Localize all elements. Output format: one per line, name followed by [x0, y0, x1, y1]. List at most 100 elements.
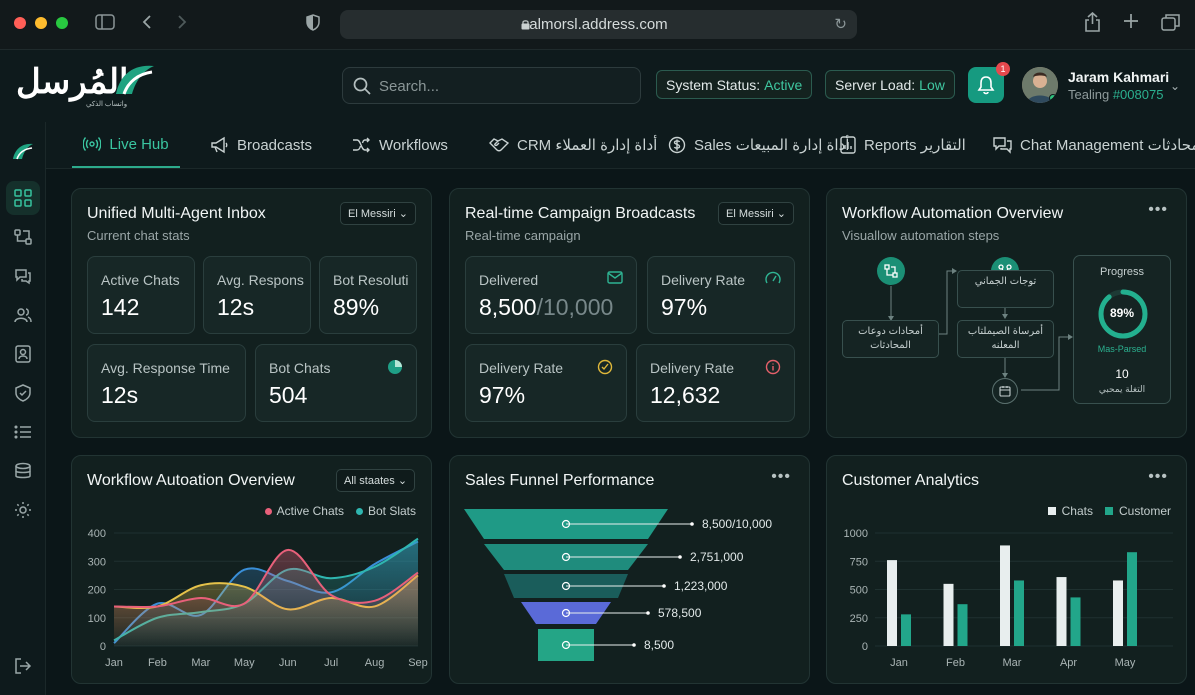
stat-value: 12s	[217, 294, 255, 320]
sidebar-item-profile[interactable]	[6, 337, 40, 371]
workflow-schedule-node[interactable]	[992, 378, 1018, 404]
workflow-step-messages[interactable]: أمرساة الصيملتاب المعلنه	[957, 320, 1054, 358]
brand-logo[interactable]: المُرسل واتساب الذكي	[16, 58, 161, 116]
workflow-step-routing[interactable]: توجات الجماني	[957, 270, 1054, 308]
sidebar-item-lists[interactable]	[6, 415, 40, 449]
stat-label: Avg. Response Time	[101, 360, 230, 376]
stat-value: 97%	[479, 382, 526, 408]
tab-live-hub[interactable]: Live Hub	[72, 122, 180, 168]
legend-label: Chats	[1061, 504, 1093, 518]
x-tick-label: May	[234, 657, 255, 669]
stat-label: Bot Resoluti	[333, 272, 409, 288]
progress-value: 89%	[1109, 306, 1135, 320]
tab-broadcasts[interactable]: Broadcasts	[210, 122, 312, 168]
funnel-marker	[561, 552, 571, 562]
funnel-marker	[561, 581, 571, 591]
states-dropdown[interactable]: All staates ⌄	[336, 469, 416, 492]
user-menu-chevron-icon[interactable]: ⌄	[1170, 79, 1181, 93]
tab-reports[interactable]: Reports التقارير	[840, 122, 966, 168]
bar[interactable]	[957, 604, 968, 646]
stat-bot-resolution: Bot Resoluti 89%	[319, 256, 417, 334]
new-tab-icon[interactable]	[1123, 13, 1139, 35]
forward-icon[interactable]	[176, 14, 188, 36]
legend-item-chats: Chats	[1047, 504, 1093, 518]
tab-label: CRM أداة إدارة العملاء	[517, 137, 658, 154]
bar[interactable]	[1113, 580, 1123, 646]
tab-workflows[interactable]: Workflows	[352, 122, 448, 168]
bar[interactable]	[901, 614, 911, 646]
live-icon	[83, 137, 102, 151]
server-load-label: Server Load:	[835, 77, 916, 93]
more-options-icon[interactable]: •••	[1148, 201, 1168, 218]
reload-icon[interactable]: ↻	[834, 16, 847, 33]
funnel-label: 578,500	[658, 606, 702, 620]
stat-value: 504	[269, 382, 308, 408]
funnel-marker	[561, 608, 571, 618]
notifications-button[interactable]: 1	[968, 62, 1010, 103]
sidebar-item-chats[interactable]	[6, 259, 40, 293]
tab-label: Chat Management المحادثات	[1020, 137, 1195, 154]
area-chart: 0 100 200 300 400 Jan Feb Mar May Jun Jul Aug Sep	[88, 528, 428, 669]
workflow-chart-card: Workflow Autoation Overview All staates …	[71, 455, 432, 684]
notification-badge: 1	[996, 62, 1010, 76]
sidebar-item-settings[interactable]	[6, 493, 40, 527]
share-icon[interactable]	[1084, 11, 1101, 38]
address-bar[interactable]: almorsl.address.com ↻	[340, 10, 857, 39]
sidebar-logo[interactable]	[6, 134, 40, 168]
sidebar-item-dashboard[interactable]	[6, 181, 40, 215]
more-options-icon[interactable]: •••	[1148, 468, 1168, 485]
sidebar-item-contacts[interactable]	[6, 298, 40, 332]
minimize-window-button[interactable]	[35, 17, 47, 29]
bar[interactable]	[1070, 597, 1081, 646]
tab-overview-icon[interactable]	[1161, 13, 1181, 37]
sidebar-item-storage[interactable]	[6, 454, 40, 488]
app-header: المُرسل واتساب الذكي System Status:Activ…	[0, 50, 1195, 122]
search-box[interactable]	[342, 67, 641, 104]
bar[interactable]	[1014, 580, 1024, 646]
sidebar-toggle-icon[interactable]	[95, 14, 115, 36]
count-value: 10	[1115, 367, 1129, 381]
font-dropdown[interactable]: El Messiri ⌄	[340, 202, 416, 225]
series-line	[113, 548, 419, 609]
url-text: almorsl.address.com	[529, 16, 668, 33]
tab-sales[interactable]: Sales أداة إدارة المبيعات	[668, 122, 849, 168]
server-load-value: Low	[919, 77, 945, 93]
zoom-window-button[interactable]	[56, 17, 68, 29]
customer-analytics-card: Customer Analytics ••• Chats Customer 0 2…	[826, 455, 1187, 684]
logout-button[interactable]	[6, 649, 40, 683]
bar[interactable]	[1000, 545, 1010, 646]
legend-item-active-chats: Active Chats	[264, 504, 344, 518]
bar[interactable]	[943, 583, 954, 646]
bar[interactable]	[1127, 552, 1137, 646]
shield-icon[interactable]	[306, 14, 320, 37]
sidebar-item-workflows[interactable]	[6, 220, 40, 254]
legend-item-customer: Customer	[1104, 504, 1171, 518]
workflow-step-chats[interactable]: أمحادات دوعات المحادثات	[842, 320, 939, 358]
font-dropdown[interactable]: El Messiri ⌄	[718, 202, 794, 225]
user-avatar[interactable]	[1022, 67, 1058, 103]
bar[interactable]	[887, 560, 897, 646]
back-icon[interactable]	[141, 14, 153, 36]
search-input[interactable]	[379, 76, 629, 96]
legend-label: Customer	[1118, 504, 1171, 518]
bar[interactable]	[1056, 577, 1067, 646]
tab-crm[interactable]: CRM أداة إدارة العملاء	[489, 122, 657, 168]
count-caption: التغلة يمحبي	[1098, 384, 1146, 394]
dropdown-value: El Messiri	[348, 208, 396, 220]
sidebar-item-security[interactable]	[6, 376, 40, 410]
card-subtitle: Visuallow automation steps	[842, 228, 1000, 243]
leaf-icon	[13, 143, 33, 160]
system-status-value: Active	[764, 77, 803, 93]
funnel-leader-dot	[646, 611, 650, 615]
logout-icon	[15, 658, 32, 674]
delivered-total: /10,000	[536, 294, 614, 320]
info-circle-icon	[765, 359, 781, 375]
workflow-trigger-node[interactable]	[877, 257, 905, 285]
stat-label: Bot Chats	[269, 360, 331, 376]
tab-chat-management[interactable]: Chat Management المحادثات	[993, 122, 1195, 168]
series-area	[114, 549, 418, 646]
more-options-icon[interactable]: •••	[771, 468, 791, 485]
stat-value: 12,632	[650, 382, 721, 408]
dropdown-value: El Messiri	[726, 208, 774, 220]
close-window-button[interactable]	[14, 17, 26, 29]
